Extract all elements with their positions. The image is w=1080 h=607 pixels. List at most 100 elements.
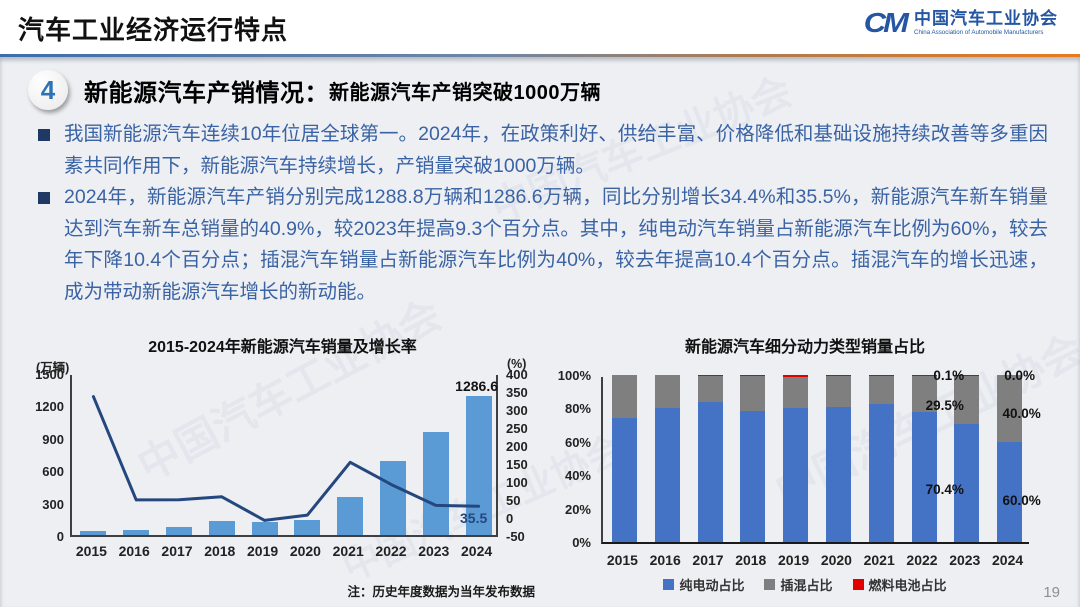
插混占比-segment-2018: [740, 376, 766, 412]
x-axis-label: 2024: [992, 552, 1024, 568]
growth-rate-line: [91, 395, 481, 522]
纯电动占比-segment-2023: [954, 424, 980, 542]
纯电动占比-segment-2022: [911, 411, 937, 542]
legend-item-燃料电池占比: 燃料电池占比: [852, 575, 947, 594]
header-divider: [0, 54, 1080, 57]
legend-label: 插混占比: [780, 578, 833, 593]
page-number: 19: [1043, 584, 1060, 601]
plot-area: [601, 375, 1029, 544]
燃料电池占比-segment-2022: [911, 375, 937, 376]
section-subtitle: 新能源汽车产销突破1000万辆: [329, 81, 601, 104]
x-axis-label: 2017: [692, 552, 724, 568]
right-axis-tick: 100: [506, 475, 528, 490]
right-axis-tick: 50: [506, 493, 521, 508]
value-annotation: 0.0%: [1004, 368, 1035, 383]
bullet-square-icon: [38, 192, 50, 204]
chart-powertrain-share: 新能源汽车细分动力类型销量占比 纯电动占比 插混占比 燃料电池占比 100% 80% 6…: [545, 333, 1065, 607]
legend-item-插混占比: 插混占比: [764, 575, 833, 594]
插混占比-segment-2015: [611, 375, 637, 419]
x-axis-label: 2024: [461, 543, 493, 559]
纯电动占比-segment-2019: [783, 407, 809, 542]
y-axis-tick: 100%: [557, 368, 591, 383]
left-axis-tick: 0: [56, 529, 64, 544]
x-axis-label: 2019: [778, 552, 810, 568]
left-axis-tick: 300: [42, 496, 64, 512]
left-axis-unit: (万辆): [36, 361, 70, 375]
插混占比-segment-2021: [868, 375, 894, 405]
header: 汽车工业经济运行特点 CM 中国汽车工业协会 China Association…: [0, 0, 1080, 54]
right-axis-tick: 200: [506, 439, 528, 454]
纯电动占比-segment-2018: [740, 411, 766, 542]
sales-bar-2015: [80, 531, 107, 535]
left-axis-tick: 600: [42, 464, 64, 480]
插混占比-segment-2022: [911, 375, 937, 412]
纯电动占比-segment-2015: [611, 418, 637, 542]
纯电动占比-segment-2020: [825, 406, 851, 542]
right-axis-tick: 250: [506, 421, 528, 436]
bar-end-label: 1286.6: [455, 378, 498, 395]
left-axis-tick: 900: [42, 431, 64, 447]
燃料电池占比-segment-2018: [740, 375, 766, 377]
bullet-item: 2024年，新能源汽车产销分别完成1288.8万辆和1286.6万辆，同比分别增…: [34, 182, 1048, 308]
x-axis-label: 2022: [906, 552, 938, 568]
插混占比-segment-2017: [697, 375, 723, 402]
value-annotation: 29.5%: [925, 398, 964, 414]
chart-nev-sales-growth: 2015-2024年新能源汽车销量及增长率 (万辆) (%) 注：历史年度数据为…: [30, 333, 535, 603]
插混占比-segment-2016: [654, 375, 680, 409]
page-title: 汽车工业经济运行特点: [18, 15, 289, 45]
x-axis-label: 2021: [863, 552, 895, 568]
right-axis-unit: (%): [507, 357, 527, 371]
right-axis-tick: -50: [506, 529, 525, 544]
sales-bar-2023: [422, 432, 449, 535]
legend-label: 燃料电池占比: [868, 578, 947, 593]
chart-note: 注：历史年度数据为当年发布数据: [347, 585, 535, 599]
y-axis-tick: 80%: [564, 401, 591, 417]
sales-bar-2021: [337, 496, 364, 535]
bullet-square-icon: [38, 129, 50, 141]
x-axis-label: 2017: [161, 543, 193, 559]
x-axis-label: 2019: [247, 543, 279, 559]
left-axis-tick: 1200: [35, 399, 64, 415]
chart-title: 2015-2024年新能源汽车销量及增长率: [148, 339, 417, 356]
sales-bar-2016: [123, 529, 150, 535]
org-logo: CM 中国汽车工业协会 China Association of Automob…: [864, 7, 1058, 38]
legend-swatch-icon: [852, 579, 864, 590]
chart-legend: 纯电动占比 插混占比 燃料电池占比: [545, 575, 1065, 594]
bullet-text: 2024年，新能源汽车产销分别完成1288.8万辆和1286.6万辆，同比分别增…: [64, 186, 1048, 303]
cama-logo-icon: CM: [863, 6, 909, 39]
sales-bar-2022: [380, 460, 406, 535]
y-axis-tick: 0%: [572, 535, 591, 550]
燃料电池占比-segment-2017: [697, 375, 723, 376]
x-axis-label: 2015: [606, 552, 638, 568]
legend-swatch-icon: [764, 579, 776, 590]
y-axis-tick: 60%: [564, 434, 591, 450]
纯电动占比-segment-2017: [697, 401, 723, 542]
bullet-item: 我国新能源汽车连续10年位居全球第一。2024年，在政策利好、供给丰富、价格降低…: [34, 119, 1048, 182]
插混占比-segment-2023: [954, 375, 980, 425]
x-axis-label: 2020: [289, 543, 321, 559]
content-panel: 中国汽车工业协会 中国汽车工业协会 中国汽车工业协会 中国汽车工业协会 4 新能…: [0, 57, 1080, 607]
org-name-en: China Association of Automobile Manufact…: [914, 29, 1044, 37]
legend-label: 纯电动占比: [679, 578, 745, 593]
sales-bar-2019: [251, 521, 278, 535]
插混占比-segment-2024: [997, 375, 1023, 442]
plot-area: [70, 375, 498, 537]
section-header: 4 新能源汽车产销情况： 新能源汽车产销突破1000万辆: [28, 70, 601, 110]
x-axis-label: 2020: [820, 552, 852, 568]
x-axis-label: 2016: [118, 543, 150, 559]
燃料电池占比-segment-2020: [825, 375, 851, 377]
section-title: 新能源汽车产销情况：: [84, 79, 329, 107]
right-axis-tick: 150: [506, 457, 528, 472]
插混占比-segment-2020: [825, 376, 851, 407]
y-axis-tick: 40%: [564, 468, 591, 484]
纯电动占比-segment-2016: [654, 408, 680, 542]
sales-bar-2018: [208, 521, 235, 535]
x-axis-label: 2015: [75, 543, 107, 559]
right-axis-tick: 350: [506, 385, 528, 400]
bullet-list: 我国新能源汽车连续10年位居全球第一。2024年，在政策利好、供给丰富、价格降低…: [34, 119, 1048, 308]
legend-swatch-icon: [663, 579, 675, 590]
x-axis-label: 2021: [332, 543, 364, 559]
x-axis-label: 2018: [735, 552, 767, 568]
value-annotation: 40.0%: [1002, 406, 1041, 422]
